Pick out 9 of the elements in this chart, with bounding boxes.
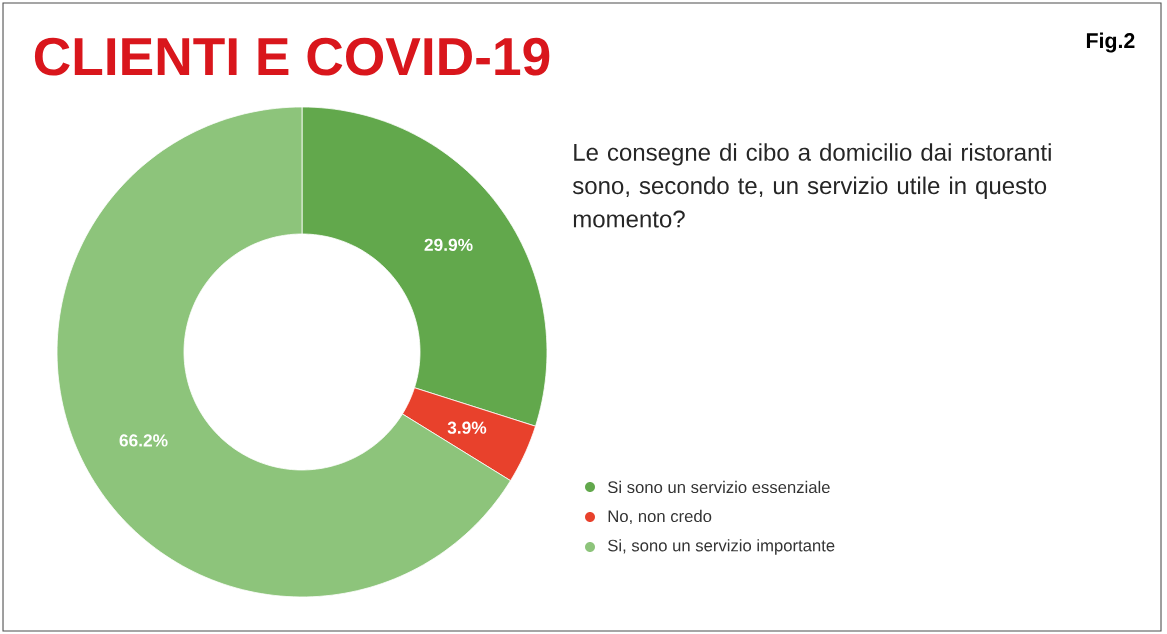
text: Le consegne di cibo a domicilio dai ristoranti sono, secondo te, un servizio utile in questo momento? bbox=[572, 143, 1051, 228]
legend-label: Si, sono un servizio importante bbox=[608, 539, 835, 555]
data-label: 66.2% bbox=[119, 434, 168, 447]
chart-title: CLIENTI E COVID-19 bbox=[34, 37, 550, 76]
caption: Fig.2 bbox=[1086, 32, 1135, 53]
data-label: 29.9% bbox=[424, 238, 473, 251]
legend-label: No, non credo bbox=[608, 509, 712, 525]
legend-label: Si sono un servizio essenziale bbox=[608, 480, 830, 494]
data-label: 3.9% bbox=[447, 421, 487, 434]
